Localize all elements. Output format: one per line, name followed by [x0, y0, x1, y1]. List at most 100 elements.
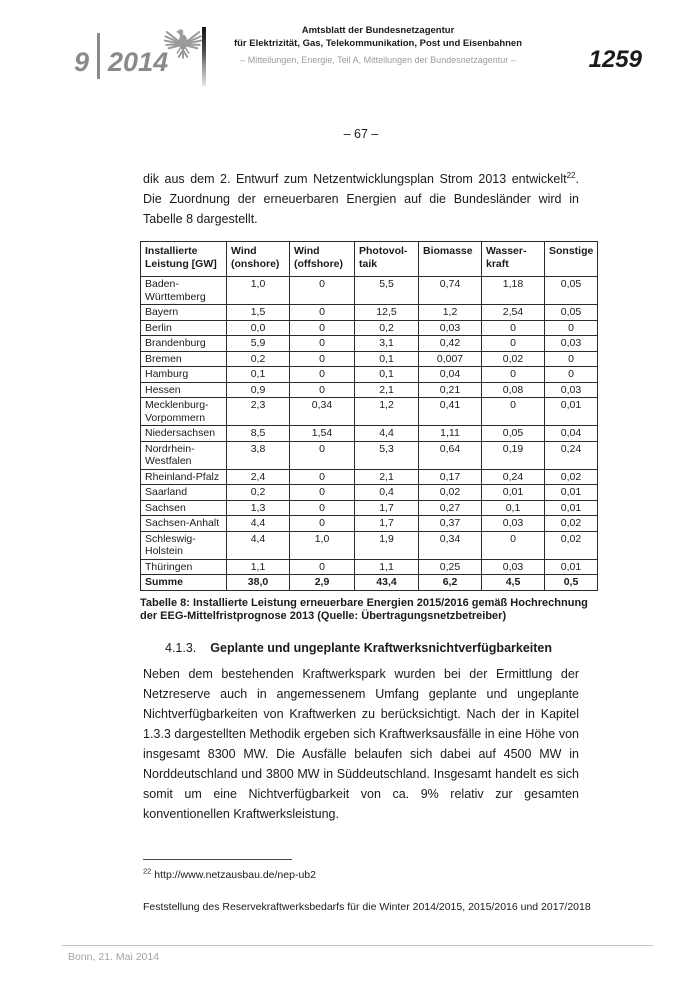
footnote-number: 22: [143, 866, 152, 876]
cell-value: 0,03: [418, 319, 482, 336]
total-value: 38,0: [226, 574, 290, 591]
cell-value: 0,34: [289, 397, 355, 426]
cell-value: 0,01: [544, 499, 598, 516]
footnote-separator: [143, 859, 292, 860]
footnote-ref-22: 22: [566, 170, 576, 180]
cell-value: 0,1: [354, 366, 419, 383]
row-label: Sachsen: [140, 499, 227, 516]
cell-value: 0,1: [481, 499, 545, 516]
header-wind-onshore: Wind (onshore): [226, 241, 290, 277]
cell-value: 5,9: [226, 335, 290, 352]
cell-value: 0,08: [481, 381, 545, 398]
table-row: Niedersachsen 8,5 1,54 4,4 1,11 0,05 0,0…: [140, 425, 598, 442]
table-row: Saarland 0,2 0 0,4 0,02 0,01 0,01: [140, 484, 598, 501]
section-heading: 4.1.3. Geplante und ungeplante Kraftwerk…: [165, 641, 598, 655]
cell-value: 0: [481, 397, 545, 426]
table-row: Bayern 1,5 0 12,5 1,2 2,54 0,05: [140, 304, 598, 321]
cell-value: 0,01: [544, 558, 598, 575]
cell-value: 0,34: [418, 530, 482, 560]
table-row: Nordrhein-Westfalen 3,8 0 5,3 0,64 0,19 …: [140, 440, 598, 470]
page-marker: – 67 –: [343, 127, 379, 141]
header-photovoltaik: Photovol-taik: [354, 241, 419, 277]
cell-value: 0,37: [418, 515, 482, 532]
header-sonstige: Sonstige: [544, 241, 598, 277]
table-row: Sachsen 1,3 0 1,7 0,27 0,1 0,01: [140, 499, 598, 516]
row-label: Thüringen: [140, 558, 227, 575]
cell-value: 0,02: [418, 484, 482, 501]
table-row: Bremen 0,2 0 0,1 0,007 0,02 0: [140, 350, 598, 367]
cell-value: 0,42: [418, 335, 482, 352]
cell-value: 0,05: [481, 425, 545, 442]
table-row: Schleswig-Holstein 4,4 1,0 1,9 0,34 0 0,…: [140, 530, 598, 560]
cell-value: 2,54: [481, 304, 545, 321]
cell-value: 0,01: [544, 397, 598, 426]
cell-value: 0,04: [544, 425, 598, 442]
table-row: Brandenburg 5,9 0 3,1 0,42 0 0,03: [140, 335, 598, 352]
header-wasserkraft: Wasser-kraft: [481, 241, 545, 277]
row-label: Brandenburg: [140, 335, 227, 352]
cell-value: 0,05: [544, 276, 598, 305]
cell-value: 0,03: [544, 381, 598, 398]
footnote: 22 http://www.netzausbau.de/nep-ub2: [143, 866, 316, 881]
cell-value: 0: [289, 366, 355, 383]
cell-value: 0,21: [418, 381, 482, 398]
table-row: Hamburg 0,1 0 0,1 0,04 0 0: [140, 366, 598, 383]
footnote-url[interactable]: http://www.netzausbau.de/nep-ub2: [154, 869, 316, 881]
row-label: Baden-Württemberg: [140, 276, 227, 305]
cell-value: 0,02: [544, 515, 598, 532]
table-header-row: Installierte Leistung [GW] Wind (onshore…: [140, 241, 598, 277]
cell-value: 0,03: [481, 515, 545, 532]
cell-value: 12,5: [354, 304, 419, 321]
cell-value: 0,2: [226, 350, 290, 367]
row-label: Mecklenburg-Vorpommern: [140, 397, 227, 426]
total-value: 2,9: [289, 574, 355, 591]
content-flow: Installierte Leistung [GW] Wind (onshore…: [140, 241, 598, 824]
cell-value: 0: [481, 366, 545, 383]
table-caption: Tabelle 8: Installierte Leistung erneuer…: [140, 596, 588, 623]
cell-value: 1,3: [226, 499, 290, 516]
body-paragraph: Neben dem bestehenden Kraftwerkspark wur…: [143, 666, 579, 821]
cell-value: 0,1: [354, 350, 419, 367]
cell-value: 0: [289, 350, 355, 367]
cell-value: 0: [289, 440, 355, 470]
cell-value: 5,3: [354, 440, 419, 470]
cell-value: 0: [544, 366, 598, 383]
cell-value: 0,02: [544, 530, 598, 560]
row-label: Bayern: [140, 304, 227, 321]
cell-value: 1,1: [226, 558, 290, 575]
cell-value: 0,03: [481, 558, 545, 575]
masthead-issue-block: 9 2014: [74, 30, 168, 79]
intro-paragraph: dik aus dem 2. Entwurf zum Netzentwicklu…: [143, 169, 579, 229]
intro-text-pre: dik aus dem 2. Entwurf zum Netzentwicklu…: [143, 172, 567, 186]
cell-value: 3,8: [226, 440, 290, 470]
cell-value: 0: [289, 558, 355, 575]
cell-value: 0: [289, 319, 355, 336]
section-title: Geplante und ungeplante Kraftwerksnichtv…: [210, 640, 553, 655]
federal-eagle-icon: [163, 27, 203, 65]
cell-value: 0,17: [418, 468, 482, 485]
cell-value: 0,4: [354, 484, 419, 501]
cell-value: 2,3: [226, 397, 290, 426]
row-label: Sachsen-Anhalt: [140, 515, 227, 532]
cell-value: 1,0: [289, 530, 355, 560]
header-installed-capacity: Installierte Leistung [GW]: [140, 241, 227, 277]
cell-value: 1,54: [289, 425, 355, 442]
running-footer: Feststellung des Reservekraftwerksbedarf…: [143, 901, 591, 913]
masthead-subtitle: – Mitteilungen, Energie, Teil A, Mitteil…: [240, 55, 516, 65]
total-value: 0,5: [544, 574, 598, 591]
cell-value: 1,11: [418, 425, 482, 442]
cell-value: 0,04: [418, 366, 482, 383]
cell-value: 0,05: [544, 304, 598, 321]
cell-value: 0,01: [544, 484, 598, 501]
total-value: 4,5: [481, 574, 545, 591]
cell-value: 0,02: [481, 350, 545, 367]
date-line: Bonn, 21. Mai 2014: [68, 951, 160, 963]
row-label: Hamburg: [140, 366, 227, 383]
table-row: Baden-Württemberg 1,0 0 5,5 0,74 1,18 0,…: [140, 276, 598, 305]
cell-value: 0: [481, 530, 545, 560]
cell-value: 0,24: [544, 440, 598, 470]
cell-value: 1,1: [354, 558, 419, 575]
cell-value: 1,7: [354, 499, 419, 516]
cell-value: 1,2: [354, 397, 419, 426]
